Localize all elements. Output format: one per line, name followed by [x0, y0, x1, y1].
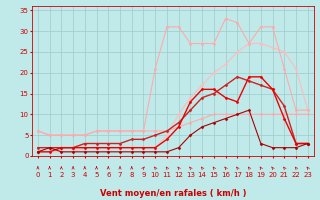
X-axis label: Vent moyen/en rafales ( km/h ): Vent moyen/en rafales ( km/h ): [100, 189, 246, 198]
